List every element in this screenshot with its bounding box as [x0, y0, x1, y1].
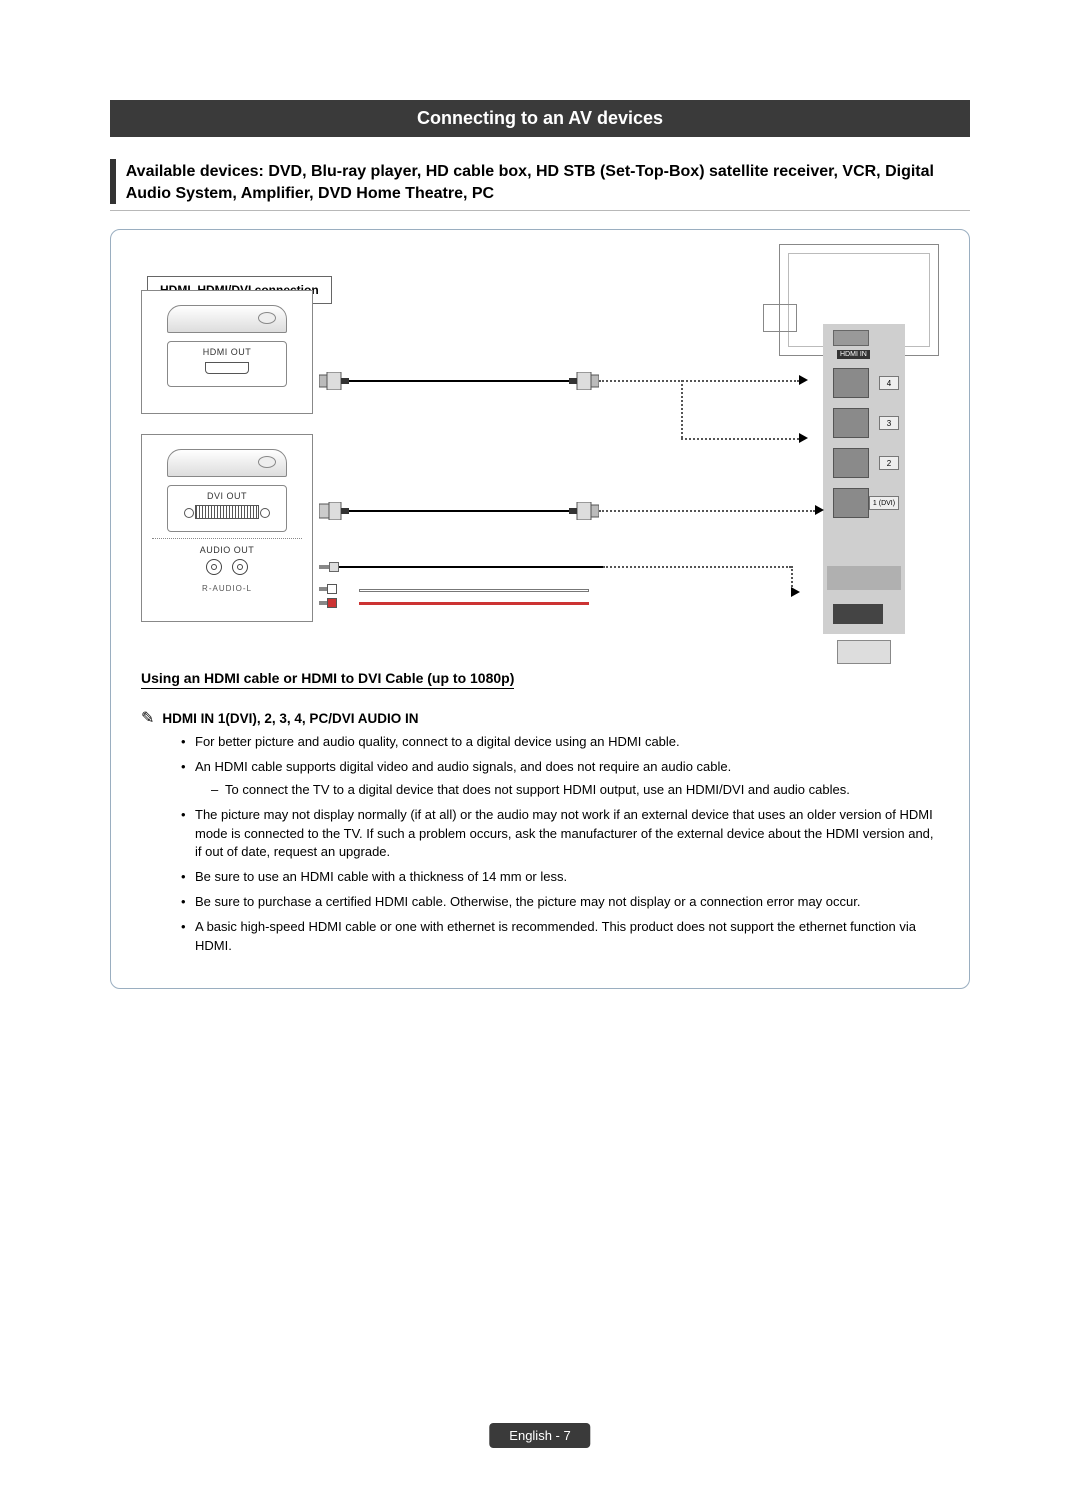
audio-out-port: AUDIO OUT R-AUDIO-L	[167, 545, 287, 600]
hdmi-slot	[833, 408, 869, 438]
source-device-dvi: DVI OUT AUDIO OUT R-AUDIO-L	[141, 434, 313, 622]
section-title: Connecting to an AV devices	[110, 100, 970, 137]
cable-line	[349, 510, 569, 512]
list-item: Be sure to use an HDMI cable with a thic…	[181, 868, 939, 887]
pc-dvi-audio-port	[833, 604, 883, 624]
rca-plug-white-icon	[319, 584, 359, 594]
dvi-port-icon	[195, 505, 259, 519]
note-label: HDMI IN 1(DVI), 2, 3, 4, PC/DVI AUDIO IN	[162, 711, 418, 726]
cable-line	[353, 566, 603, 568]
hdmi-plug-icon	[319, 372, 349, 390]
hdmi-port-icon	[205, 362, 249, 374]
hdmi-slot	[833, 448, 869, 478]
list-item: For better picture and audio quality, co…	[181, 733, 939, 752]
hdmi-plug-icon	[569, 502, 599, 520]
hdmi-slot	[833, 488, 869, 518]
dvi-out-port: DVI OUT	[167, 485, 287, 532]
diagram-container: HDMI, HDMI/DVI connection HDMI OUT DVI O…	[110, 229, 970, 988]
subtitle-text: Available devices: DVD, Blu-ray player, …	[126, 159, 970, 204]
divider	[152, 538, 302, 539]
device-body-icon	[167, 449, 287, 477]
arrowhead-icon	[799, 433, 808, 443]
tv-callout	[763, 304, 797, 332]
rca-plug-red-icon	[319, 598, 359, 608]
cable-dotted	[599, 380, 799, 382]
hdmi-slot	[833, 368, 869, 398]
dvi-plug-icon	[319, 502, 349, 520]
accent-bar	[110, 159, 116, 204]
cable-dotted	[603, 566, 791, 568]
slot-number: 1 (DVI)	[869, 496, 899, 510]
slot-number: 2	[879, 456, 899, 470]
cable-dotted	[599, 510, 815, 512]
cable-line	[349, 380, 569, 382]
rca-sublabel: R-AUDIO-L	[167, 584, 287, 593]
list-item: To connect the TV to a digital device th…	[211, 781, 939, 800]
pc-in-port	[837, 640, 891, 664]
tv-ports-panel: HDMI IN 4 3 2 1 (DVI)	[823, 324, 905, 634]
slot-number: 4	[879, 376, 899, 390]
list-item: The picture may not display normally (if…	[181, 806, 939, 863]
port-label: HDMI OUT	[168, 347, 286, 357]
arrowhead-icon	[815, 505, 824, 515]
usb-port-icon	[833, 330, 869, 346]
cable-dotted	[681, 380, 683, 438]
page-footer: English - 7	[489, 1423, 590, 1448]
av-component-row	[827, 566, 901, 590]
connection-diagram: HDMI, HDMI/DVI connection HDMI OUT DVI O…	[141, 244, 939, 644]
list-item: A basic high-speed HDMI cable or one wit…	[181, 918, 939, 956]
cable-red	[359, 602, 589, 605]
slot-number: 3	[879, 416, 899, 430]
hdmi-out-port: HDMI OUT	[167, 341, 287, 387]
note-icon: ✎	[141, 711, 154, 727]
arrowhead-icon	[791, 587, 800, 597]
device-body-icon	[167, 305, 287, 333]
audio-jack-icon	[319, 562, 353, 572]
hdmi-in-label: HDMI IN	[837, 350, 870, 359]
note-row: ✎ HDMI IN 1(DVI), 2, 3, 4, PC/DVI AUDIO …	[141, 711, 939, 727]
port-label: DVI OUT	[168, 491, 286, 501]
section-heading: Using an HDMI cable or HDMI to DVI Cable…	[141, 670, 939, 701]
cable-white	[359, 589, 589, 592]
rca-ports-icon	[206, 559, 248, 575]
hdmi-plug-icon	[569, 372, 599, 390]
source-device-hdmi: HDMI OUT	[141, 290, 313, 414]
cable-dotted	[681, 438, 799, 440]
list-item: An HDMI cable supports digital video and…	[181, 758, 939, 800]
port-label: AUDIO OUT	[167, 545, 287, 555]
list-item: Be sure to purchase a certified HDMI cab…	[181, 893, 939, 912]
bullet-list: For better picture and audio quality, co…	[141, 733, 939, 955]
subtitle-row: Available devices: DVD, Blu-ray player, …	[110, 159, 970, 211]
arrowhead-icon	[799, 375, 808, 385]
sub-list: To connect the TV to a digital device th…	[195, 781, 939, 800]
